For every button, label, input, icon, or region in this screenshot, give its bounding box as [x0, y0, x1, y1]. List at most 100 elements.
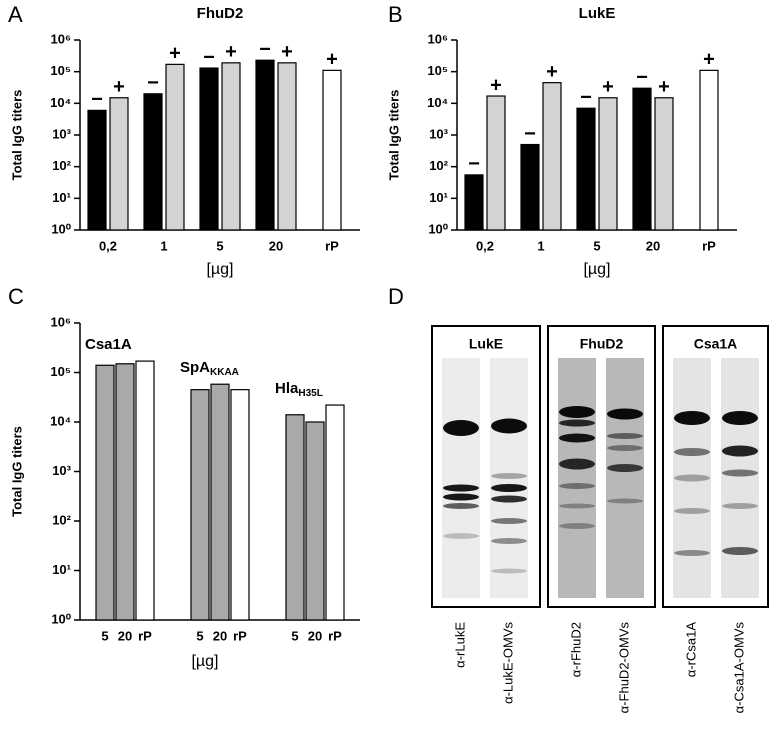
blot-band	[443, 493, 479, 501]
bar	[165, 63, 185, 231]
lane-label: α-Csa1A-OMVs	[731, 622, 746, 714]
blot-title: LukE	[469, 336, 503, 352]
y-axis-label: Total IgG titers	[386, 90, 401, 181]
x-tick-label: rP	[233, 628, 247, 643]
lane-label: α-rFhuD2	[568, 622, 583, 677]
x-tick-label: rP	[328, 628, 342, 643]
chart-title: LukE	[579, 5, 616, 22]
blot-band	[674, 448, 710, 456]
bar-sign: +	[281, 41, 293, 63]
blot-band	[722, 547, 758, 555]
blot-lane	[721, 358, 759, 598]
lane-label: α-rLukE	[452, 622, 467, 668]
bar	[199, 67, 219, 231]
y-tick-label: 10¹	[52, 190, 71, 205]
x-tick-label: 5	[291, 628, 298, 643]
bar	[632, 87, 652, 231]
x-tick-label: 20	[118, 628, 132, 643]
x-axis-label: [µg]	[191, 653, 218, 670]
bar	[255, 59, 275, 231]
bar	[325, 404, 345, 621]
panel-letter: A	[8, 2, 23, 27]
bar-sign: −	[147, 72, 159, 94]
group-name: SpA	[180, 359, 210, 376]
lane-label: α-rCsa1A	[683, 622, 698, 678]
y-tick-label: 10⁰	[428, 221, 448, 236]
blot-lane	[558, 358, 596, 598]
x-tick-label: rP	[138, 628, 152, 643]
group-label: SpAKKAA	[180, 359, 239, 378]
panel-letter: C	[8, 284, 24, 309]
y-tick-label: 10⁴	[50, 413, 71, 428]
x-tick-label: 5	[593, 238, 600, 253]
bar	[95, 364, 115, 621]
bar	[598, 97, 618, 231]
bar-sign: −	[91, 89, 103, 111]
blot-band	[491, 568, 527, 574]
blot-title: FhuD2	[580, 336, 624, 352]
bar	[654, 97, 674, 231]
y-tick-label: 10⁶	[428, 31, 448, 46]
blot-band	[559, 406, 595, 418]
bar-sign: +	[169, 43, 181, 65]
bar	[115, 363, 135, 621]
x-tick-label: 1	[160, 238, 167, 253]
x-tick-label: 20	[308, 628, 322, 643]
x-tick-label: 5	[196, 628, 203, 643]
bar-sign: −	[203, 46, 215, 68]
y-tick-label: 10²	[52, 158, 71, 173]
blot-band	[443, 484, 479, 492]
y-tick-label: 10⁰	[51, 611, 71, 626]
bar	[87, 109, 107, 231]
blot-band	[443, 503, 479, 509]
lane-label: α-FhuD2-OMVs	[616, 622, 631, 714]
blot-band	[491, 495, 527, 503]
blot-band	[674, 550, 710, 556]
x-tick-label: 20	[213, 628, 227, 643]
blot-band	[491, 484, 527, 492]
bar-sign: +	[658, 76, 670, 98]
x-tick-label: 0,2	[99, 238, 117, 253]
blot-band	[559, 503, 595, 509]
bar-sign: −	[524, 123, 536, 145]
y-tick-label: 10⁵	[50, 364, 71, 379]
bar	[305, 421, 325, 621]
bar	[520, 143, 540, 231]
y-tick-label: 10³	[52, 126, 71, 141]
x-tick-label: 0,2	[476, 238, 494, 253]
bar	[464, 174, 484, 231]
bar	[486, 95, 506, 231]
bar	[143, 93, 163, 231]
blot-band	[559, 433, 595, 443]
group-name: Hla	[275, 380, 299, 397]
bar-sign: +	[546, 61, 558, 83]
blot-band	[674, 508, 710, 514]
blot-title: Csa1A	[694, 336, 738, 352]
y-axis-label: Total IgG titers	[9, 426, 24, 517]
bar	[135, 360, 155, 621]
x-tick-label: 20	[646, 238, 660, 253]
blot-band	[559, 483, 595, 489]
lane-label: α-LukE-OMVs	[500, 622, 515, 704]
bar-sign: +	[490, 74, 502, 96]
blot-band	[722, 469, 758, 477]
bar	[109, 97, 129, 231]
y-tick-label: 10⁵	[50, 63, 71, 78]
y-tick-label: 10¹	[429, 190, 448, 205]
y-tick-label: 10²	[429, 158, 448, 173]
blot-lane	[442, 358, 480, 598]
blot-band	[491, 418, 527, 434]
group-subscript: H35L	[298, 388, 322, 399]
bar-sign: +	[225, 41, 237, 63]
bar-sign: +	[113, 76, 125, 98]
blot-band	[674, 411, 710, 425]
x-axis-label: [µg]	[583, 261, 610, 278]
blot-band	[722, 411, 758, 425]
blot-band	[607, 498, 643, 504]
bar-sign: −	[580, 87, 592, 109]
bar	[699, 69, 719, 231]
bar	[221, 62, 241, 231]
y-tick-label: 10¹	[52, 562, 71, 577]
blot-band	[559, 458, 595, 470]
